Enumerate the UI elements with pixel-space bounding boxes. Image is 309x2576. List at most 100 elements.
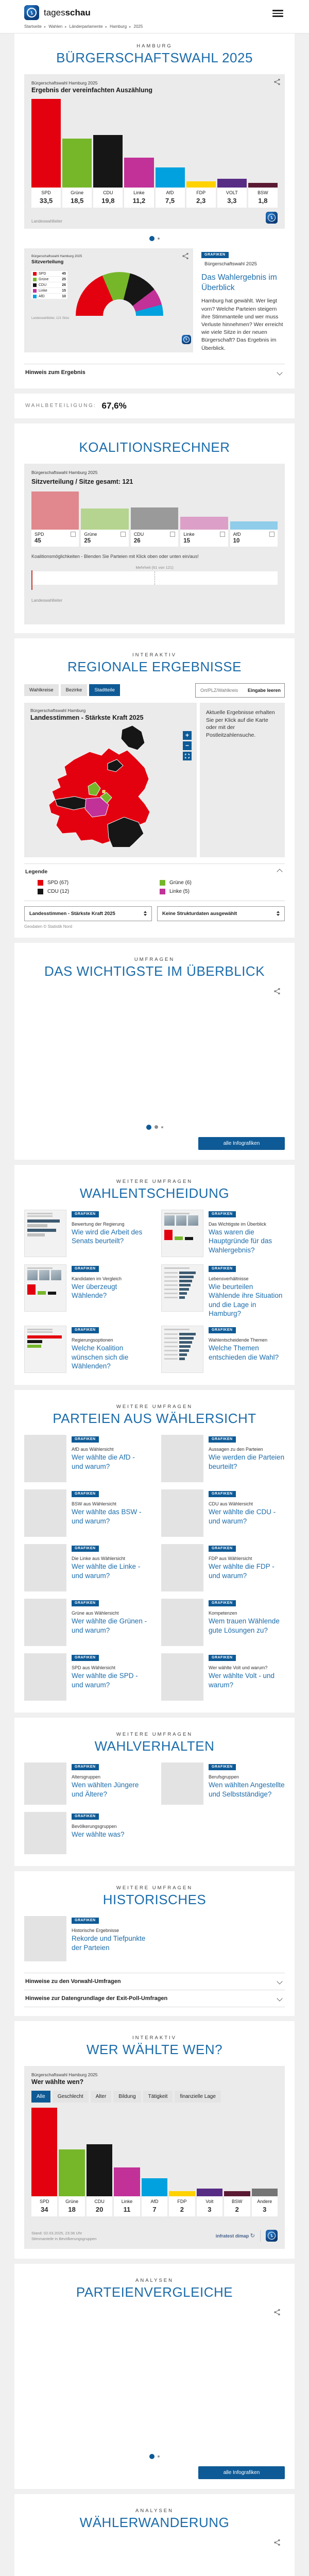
teaser-thumbnail[interactable]	[161, 1762, 203, 1805]
koalition-column[interactable]: AfD 10	[230, 521, 278, 547]
teaser-link[interactable]: Das Wahlergebnis im Überblick	[201, 273, 277, 293]
alle-infografiken-button[interactable]: alle Infografiken	[198, 1137, 285, 1150]
teaser-link[interactable]: Wer wählte die AfD - und warum?	[72, 1453, 135, 1470]
teaser-link[interactable]: Wen wählten Jüngere und Ältere?	[72, 1781, 139, 1798]
legend-item[interactable]: CDU 26	[31, 282, 67, 287]
party-checkbox[interactable]	[269, 531, 275, 537]
brand-wordmark[interactable]: tagesschau	[44, 7, 91, 18]
clear-input-button[interactable]: Eingabe leeren	[247, 687, 281, 693]
legend-item[interactable]: CDU (12)	[38, 888, 149, 894]
accordion-row[interactable]: Hinweise zur Datengrundlage der Exit-Pol…	[24, 1990, 285, 2007]
carousel-dot[interactable]	[161, 1126, 163, 1128]
teaser-link[interactable]: Wer wählte was?	[72, 1831, 125, 1838]
tagesschau-logo-icon[interactable]: 1	[24, 5, 39, 20]
carousel-dot[interactable]	[149, 236, 154, 241]
share-icon[interactable]	[273, 2539, 281, 2546]
tab-alter[interactable]: Alter	[90, 2091, 112, 2103]
share-icon[interactable]	[273, 78, 281, 86]
legend-item[interactable]: Linke 15	[31, 288, 67, 293]
map-zoom-out-button[interactable]: −	[183, 741, 192, 750]
map-zoom-in-button[interactable]: +	[183, 731, 192, 740]
structure-select[interactable]: Keine Strukturdaten ausgewählt	[157, 906, 285, 921]
legend-item[interactable]: Grüne 25	[31, 277, 67, 282]
teaser-link[interactable]: Wer wählte die SPD - und warum?	[72, 1672, 138, 1689]
teaser-thumbnail[interactable]	[24, 1435, 66, 1482]
teaser-thumbnail[interactable]	[161, 1326, 203, 1373]
carousel-dot[interactable]	[149, 2454, 154, 2459]
teaser-thumbnail[interactable]	[161, 1599, 203, 1646]
party-checkbox[interactable]	[120, 531, 126, 537]
koalition-column[interactable]: Grüne 25	[81, 508, 129, 547]
koalition-column[interactable]: SPD 45	[31, 491, 79, 547]
share-icon[interactable]	[273, 988, 281, 995]
teaser-link[interactable]: Rekorde und Tiefpunkte der Parteien	[72, 1935, 146, 1952]
teaser-link[interactable]: Wer wählte die CDU - und warum?	[209, 1508, 276, 1525]
teaser-thumbnail[interactable]	[24, 1762, 66, 1805]
tab-stadtteile[interactable]: Stadtteile	[89, 684, 120, 697]
koalition-column[interactable]: CDU 26	[130, 507, 179, 547]
coalition-track[interactable]	[31, 570, 278, 590]
carousel-dot[interactable]	[158, 2455, 160, 2458]
teaser-thumbnail[interactable]	[24, 1599, 66, 1646]
alle-infografiken-button[interactable]: alle Infografiken	[198, 2466, 285, 2479]
teaser-link[interactable]: Wer wählte Volt - und warum?	[209, 1672, 275, 1689]
teaser-thumbnail[interactable]	[24, 1489, 66, 1537]
hamburg-map[interactable]	[30, 723, 185, 854]
carousel-dot[interactable]	[154, 1125, 158, 1129]
teaser-thumbnail[interactable]	[24, 1326, 66, 1373]
tab-alle[interactable]: Alle	[31, 2091, 50, 2103]
legend-item[interactable]: Grüne (6)	[160, 879, 271, 886]
tab-tätigkeit[interactable]: Tätigkeit	[143, 2091, 173, 2103]
tab-geschlecht[interactable]: Geschlecht	[52, 2091, 89, 2103]
teaser-link[interactable]: Was waren die Hauptgründe für das Wahler…	[209, 1228, 272, 1254]
teaser-thumbnail[interactable]	[161, 1264, 203, 1312]
tab-bildung[interactable]: Bildung	[113, 2091, 141, 2103]
teaser-link[interactable]: Welche Themen entschieden die Wahl?	[209, 1344, 279, 1361]
teaser-link[interactable]: Wer wählte die Linke - und warum?	[72, 1563, 141, 1580]
teaser-thumbnail[interactable]	[161, 1435, 203, 1482]
accordion-hinweis-ergebnis[interactable]: Hinweis zum Ergebnis	[24, 363, 285, 381]
legend-item[interactable]: Linke (5)	[160, 888, 271, 894]
tab-bezirke[interactable]: Bezirke	[60, 684, 88, 697]
teaser-thumbnail[interactable]	[24, 1916, 66, 1961]
teaser-link[interactable]: Wer überzeugt Wählende?	[72, 1282, 117, 1300]
carousel-dot[interactable]	[158, 238, 160, 240]
legend-header[interactable]: Legende	[24, 863, 285, 877]
breadcrumb-item[interactable]: Startseite	[24, 24, 42, 29]
party-checkbox[interactable]	[170, 531, 176, 537]
teaser-thumbnail[interactable]	[161, 1209, 203, 1257]
teaser-thumbnail[interactable]	[161, 1653, 203, 1701]
teaser-thumbnail[interactable]	[24, 1653, 66, 1701]
breadcrumb-item[interactable]: Hamburg	[110, 24, 127, 29]
teaser-link[interactable]: Wie wird die Arbeit des Senats beurteilt…	[72, 1228, 143, 1245]
share-icon[interactable]	[273, 2309, 281, 2316]
tab-finanzielle-lage[interactable]: finanzielle Lage	[175, 2091, 221, 2103]
menu-hamburger-icon[interactable]	[272, 8, 283, 19]
breadcrumb-item[interactable]: Wahlen	[48, 24, 63, 29]
teaser-link[interactable]: Wer wählte die FDP - und warum?	[209, 1563, 274, 1580]
teaser-link[interactable]: Wer wählte das BSW - und warum?	[72, 1508, 142, 1525]
carousel-dot[interactable]	[146, 1124, 151, 1130]
teaser-link[interactable]: Wie beurteilen Wählende ihre Situation u…	[209, 1282, 283, 1318]
legend-item[interactable]: SPD (67)	[38, 879, 149, 886]
teaser-link[interactable]: Wer wählte die Grünen - und warum?	[72, 1617, 147, 1634]
breadcrumb-item[interactable]: 2025	[133, 24, 143, 29]
legend-item[interactable]: SPD 45	[31, 271, 67, 276]
teaser-link[interactable]: Wem trauen Wählende gute Lösungen zu?	[209, 1617, 280, 1634]
party-checkbox[interactable]	[219, 531, 225, 537]
teaser-link[interactable]: Wie werden die Parteien beurteilt?	[209, 1453, 285, 1470]
teaser-thumbnail[interactable]	[24, 1209, 66, 1257]
share-icon[interactable]	[182, 252, 189, 260]
teaser-link[interactable]: Wen wählten Angestellte und Selbstständi…	[209, 1781, 285, 1798]
teaser-link[interactable]: Welche Koalition wünschen sich die Wähle…	[72, 1344, 129, 1370]
accordion-row[interactable]: Hinweise zu den Vorwahl-Umfragen	[24, 1973, 285, 1990]
teaser-thumbnail[interactable]	[24, 1812, 66, 1854]
teaser-thumbnail[interactable]	[161, 1544, 203, 1591]
map-fullscreen-button[interactable]	[183, 751, 192, 760]
teaser-thumbnail[interactable]	[161, 1489, 203, 1537]
breadcrumb-item[interactable]: Länderparlamente	[69, 24, 103, 29]
metric-select[interactable]: Landesstimmen - Stärkste Kraft 2025	[24, 906, 152, 921]
legend-item[interactable]: AfD 10	[31, 294, 67, 299]
party-checkbox[interactable]	[71, 531, 76, 537]
tab-wahlkreise[interactable]: Wahlkreise	[24, 684, 59, 697]
